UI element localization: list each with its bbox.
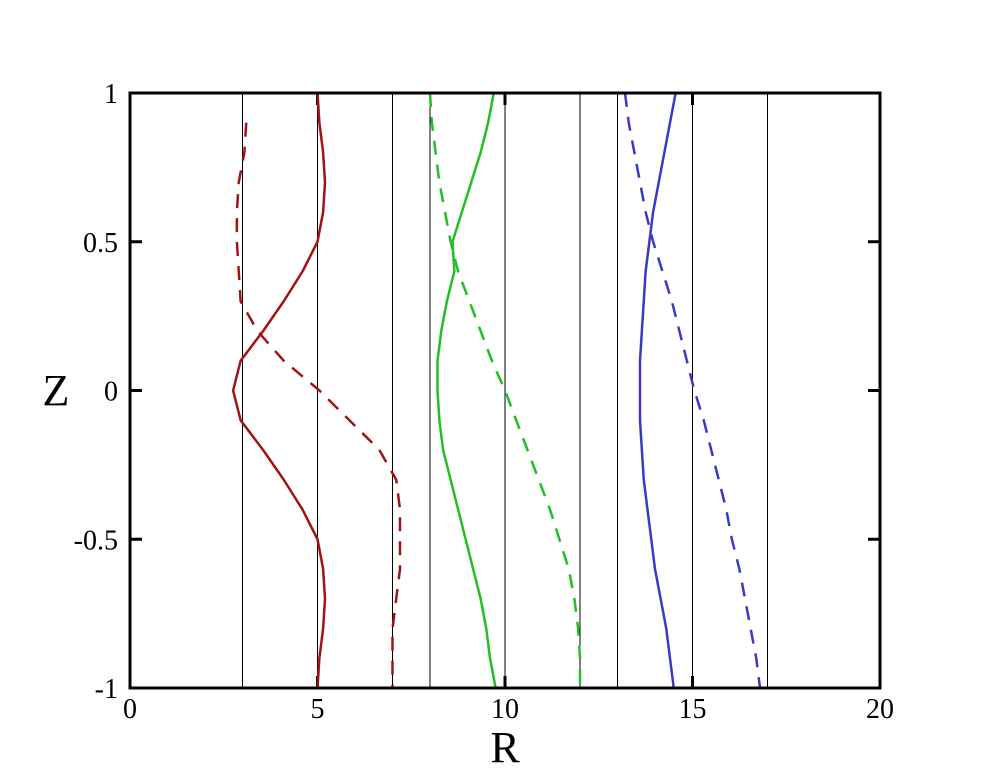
x-tick-label: 15 — [679, 694, 707, 725]
x-tick-label: 10 — [491, 694, 519, 725]
series-line — [235, 122, 402, 688]
series-line — [623, 92, 762, 689]
plot-frame — [128, 91, 882, 690]
x-tick-label: 20 — [866, 694, 894, 725]
series-line — [638, 92, 677, 689]
y-tick-label: 0 — [104, 377, 118, 408]
series-line — [436, 92, 497, 689]
y-axis-label: Z — [43, 366, 70, 415]
series-line — [428, 92, 582, 688]
x-axis-label: R — [490, 723, 520, 772]
x-tick-label: 0 — [123, 694, 137, 725]
y-tick-label: -1 — [95, 674, 118, 705]
y-tick-label: 1 — [104, 79, 118, 110]
series-line — [231, 92, 327, 689]
x-tick-label: 5 — [311, 694, 325, 725]
y-tick-label: -0.5 — [74, 525, 118, 556]
y-tick-label: 0.5 — [83, 228, 118, 259]
